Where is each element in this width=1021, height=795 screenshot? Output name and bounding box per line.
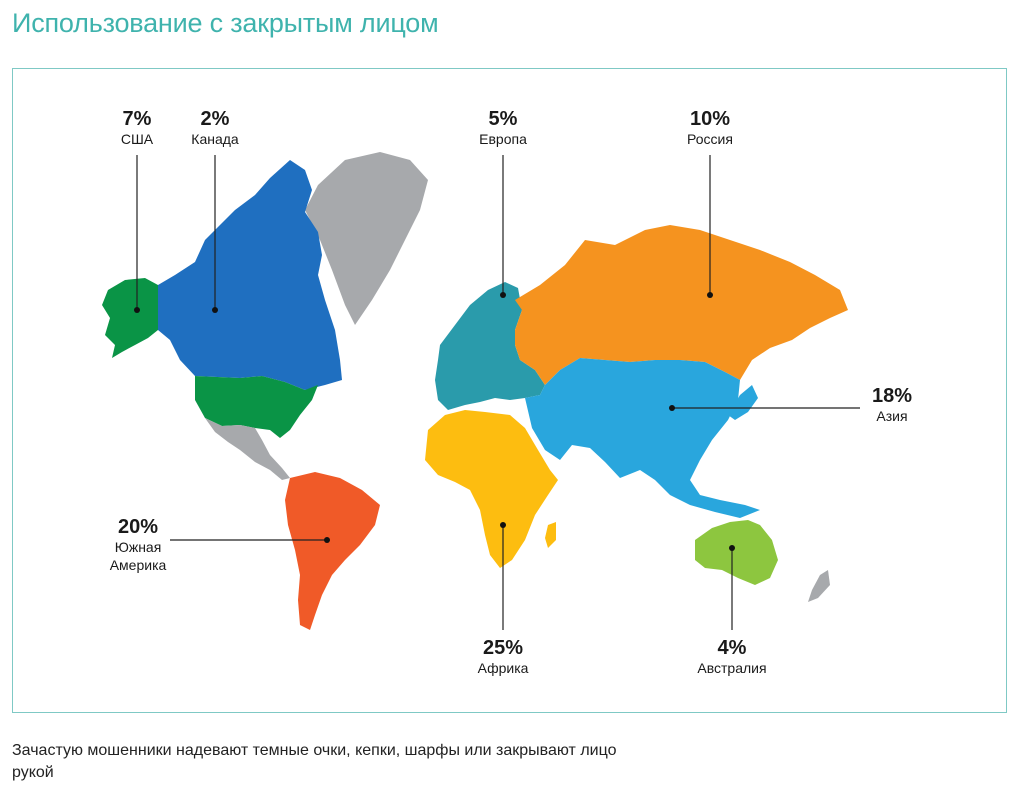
europe-label: 5% Европа: [479, 108, 527, 148]
canada-shape: [158, 160, 342, 390]
page-title: Использование с закрытым лицом: [12, 8, 439, 38]
caption-text: Зачастую мошенники надевают темные очки,…: [12, 742, 617, 781]
south-america-percent: 20%: [117, 516, 159, 538]
europe-shape: [435, 282, 545, 410]
map-frame: [12, 68, 1007, 713]
africa-percent: 25%: [482, 637, 524, 659]
russia-marker-dot: [707, 292, 713, 298]
canada-percent: 2%: [200, 108, 230, 130]
japan-shape: [728, 385, 758, 420]
usa-percent: 7%: [122, 108, 152, 130]
south-america-label: 20% Южная Америка: [110, 516, 167, 574]
russia-name: Россия: [687, 131, 733, 147]
usa-marker-dot: [134, 307, 140, 313]
asia-shape: [525, 358, 760, 518]
africa-name: Африка: [477, 660, 529, 676]
canada-label: 2% Канада: [191, 108, 238, 148]
africa-marker-dot: [500, 522, 506, 528]
asia-percent: 18%: [871, 385, 913, 407]
australia-name: Австралия: [697, 660, 767, 676]
asia-label: 18% Азия: [872, 385, 912, 425]
canada-marker-dot: [212, 307, 218, 313]
usa-shape: [195, 376, 318, 438]
usa-name: США: [120, 131, 154, 147]
south-america-marker-dot: [324, 537, 330, 543]
australia-percent: 4%: [717, 637, 747, 659]
south-america-name-line1: Южная: [114, 539, 162, 555]
australia-label: 4% Австралия: [697, 637, 766, 677]
canada-name: Канада: [191, 131, 239, 147]
central-america-shape: [205, 418, 290, 480]
africa-label: 25% Африка: [478, 637, 529, 677]
new-zealand-shape: [808, 570, 830, 602]
europe-name: Европа: [479, 131, 527, 147]
europe-marker-dot: [500, 292, 506, 298]
south-america-name-line2: Америка: [109, 557, 167, 573]
greenland-shape: [305, 152, 428, 325]
asia-name: Азия: [876, 408, 908, 424]
europe-percent: 5%: [488, 108, 518, 130]
usa-label: 7% США: [121, 108, 153, 148]
asia-marker-dot: [669, 405, 675, 411]
alaska-shape: [102, 278, 158, 358]
russia-percent: 10%: [689, 108, 731, 130]
russia-label: 10% Россия: [687, 108, 733, 148]
africa-shape: [425, 410, 558, 568]
russia-shape: [515, 225, 848, 385]
south-america-shape: [285, 472, 380, 630]
australia-marker-dot: [729, 545, 735, 551]
australia-shape: [695, 520, 778, 585]
madagascar-shape: [545, 522, 556, 548]
